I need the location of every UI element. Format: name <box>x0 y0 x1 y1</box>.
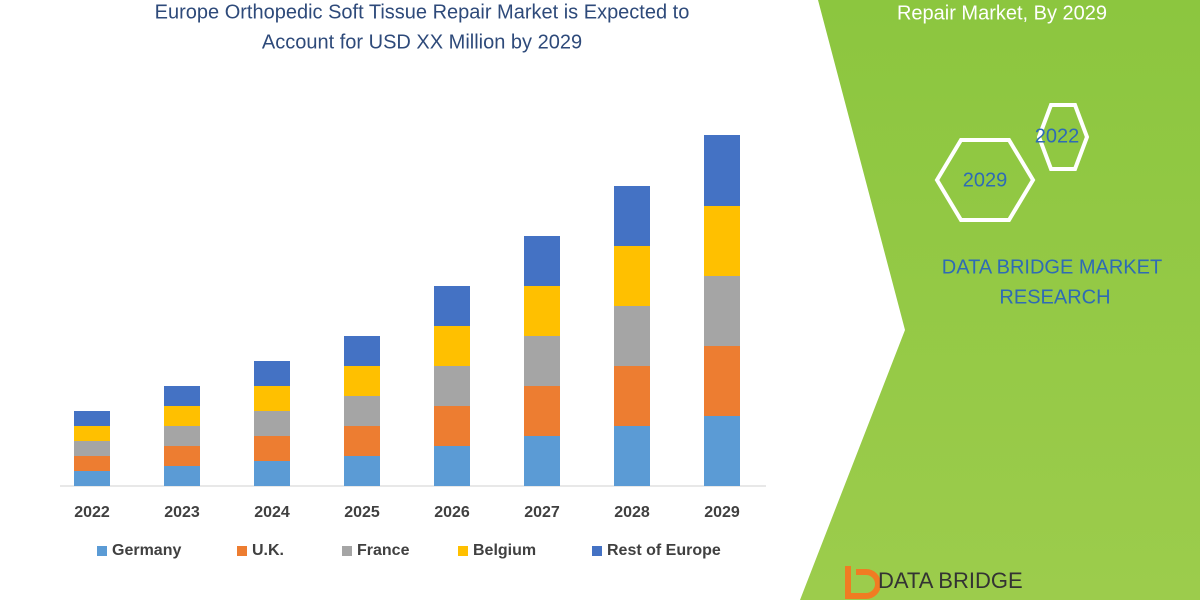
legend-swatch <box>237 546 247 556</box>
brand-text: DATA BRIDGE MARKET <box>942 256 1162 278</box>
x-tick-label: 2026 <box>434 504 470 521</box>
legend-swatch <box>592 546 602 556</box>
chart-title: Europe Orthopedic Soft Tissue Repair Mar… <box>155 1 690 23</box>
bar-segment <box>614 306 650 366</box>
bar-segment <box>74 426 110 441</box>
x-tick-label: 2023 <box>164 504 200 521</box>
bar-segment <box>254 461 290 486</box>
bar-segment <box>704 135 740 206</box>
legend-label: Belgium <box>473 542 536 559</box>
bar-segment <box>524 386 560 436</box>
bar-segment <box>524 286 560 336</box>
bar-segment <box>254 361 290 386</box>
bar-segment <box>614 186 650 246</box>
side-panel <box>800 0 1200 600</box>
bar-segment <box>524 436 560 486</box>
x-tick-label: 2027 <box>524 504 560 521</box>
logo-icon <box>845 566 881 599</box>
legend-swatch <box>97 546 107 556</box>
bar-segment <box>164 466 200 486</box>
bar-segment <box>704 416 740 486</box>
hexagon <box>934 138 1036 222</box>
hexagon-label: 2029 <box>963 169 1008 191</box>
bar-segment <box>164 406 200 426</box>
bar-segment <box>344 396 380 426</box>
bar-segment <box>254 436 290 461</box>
x-tick-label: 2025 <box>344 504 380 521</box>
x-tick-label: 2029 <box>704 504 740 521</box>
chart-title: Account for USD XX Million by 2029 <box>262 31 582 53</box>
bar-segment <box>74 411 110 426</box>
bar-segment <box>524 236 560 286</box>
bar-segment <box>614 426 650 486</box>
bar-segment <box>74 471 110 486</box>
brand-text: RESEARCH <box>999 286 1110 308</box>
bar-segment <box>434 446 470 486</box>
bar-segment <box>254 411 290 436</box>
x-tick-label: 2028 <box>614 504 650 521</box>
bar-segment <box>344 456 380 486</box>
bar-segment <box>434 326 470 366</box>
bar-segment <box>164 446 200 466</box>
legend-label: U.K. <box>252 542 284 559</box>
bar-segment <box>704 276 740 346</box>
legend-label: Rest of Europe <box>607 542 721 559</box>
bar-segment <box>434 366 470 406</box>
legend-label: France <box>357 542 410 559</box>
side-heading: Repair Market, By 2029 <box>897 2 1107 24</box>
bar-segment <box>704 206 740 276</box>
bar-segment <box>254 386 290 411</box>
legend-swatch <box>458 546 468 556</box>
bar-segment <box>434 286 470 326</box>
x-tick-label: 2024 <box>254 504 290 521</box>
legend-swatch <box>342 546 352 556</box>
bar-segment <box>74 456 110 471</box>
bar-segment <box>344 366 380 396</box>
bar-segment <box>164 386 200 406</box>
legend-label: Germany <box>112 542 181 559</box>
bar-segment <box>614 246 650 306</box>
hexagon <box>1036 103 1090 171</box>
bar-segment <box>344 336 380 366</box>
bar-segment <box>614 366 650 426</box>
bar-segment <box>344 426 380 456</box>
bar-segment <box>164 426 200 446</box>
x-tick-label: 2022 <box>74 504 110 521</box>
bar-segment <box>74 441 110 456</box>
bar-segment <box>434 406 470 446</box>
bar-segment <box>704 346 740 416</box>
logo-text: DATA BRIDGE <box>878 568 1023 593</box>
bar-segment <box>524 336 560 386</box>
hexagon-label: 2022 <box>1035 125 1080 147</box>
